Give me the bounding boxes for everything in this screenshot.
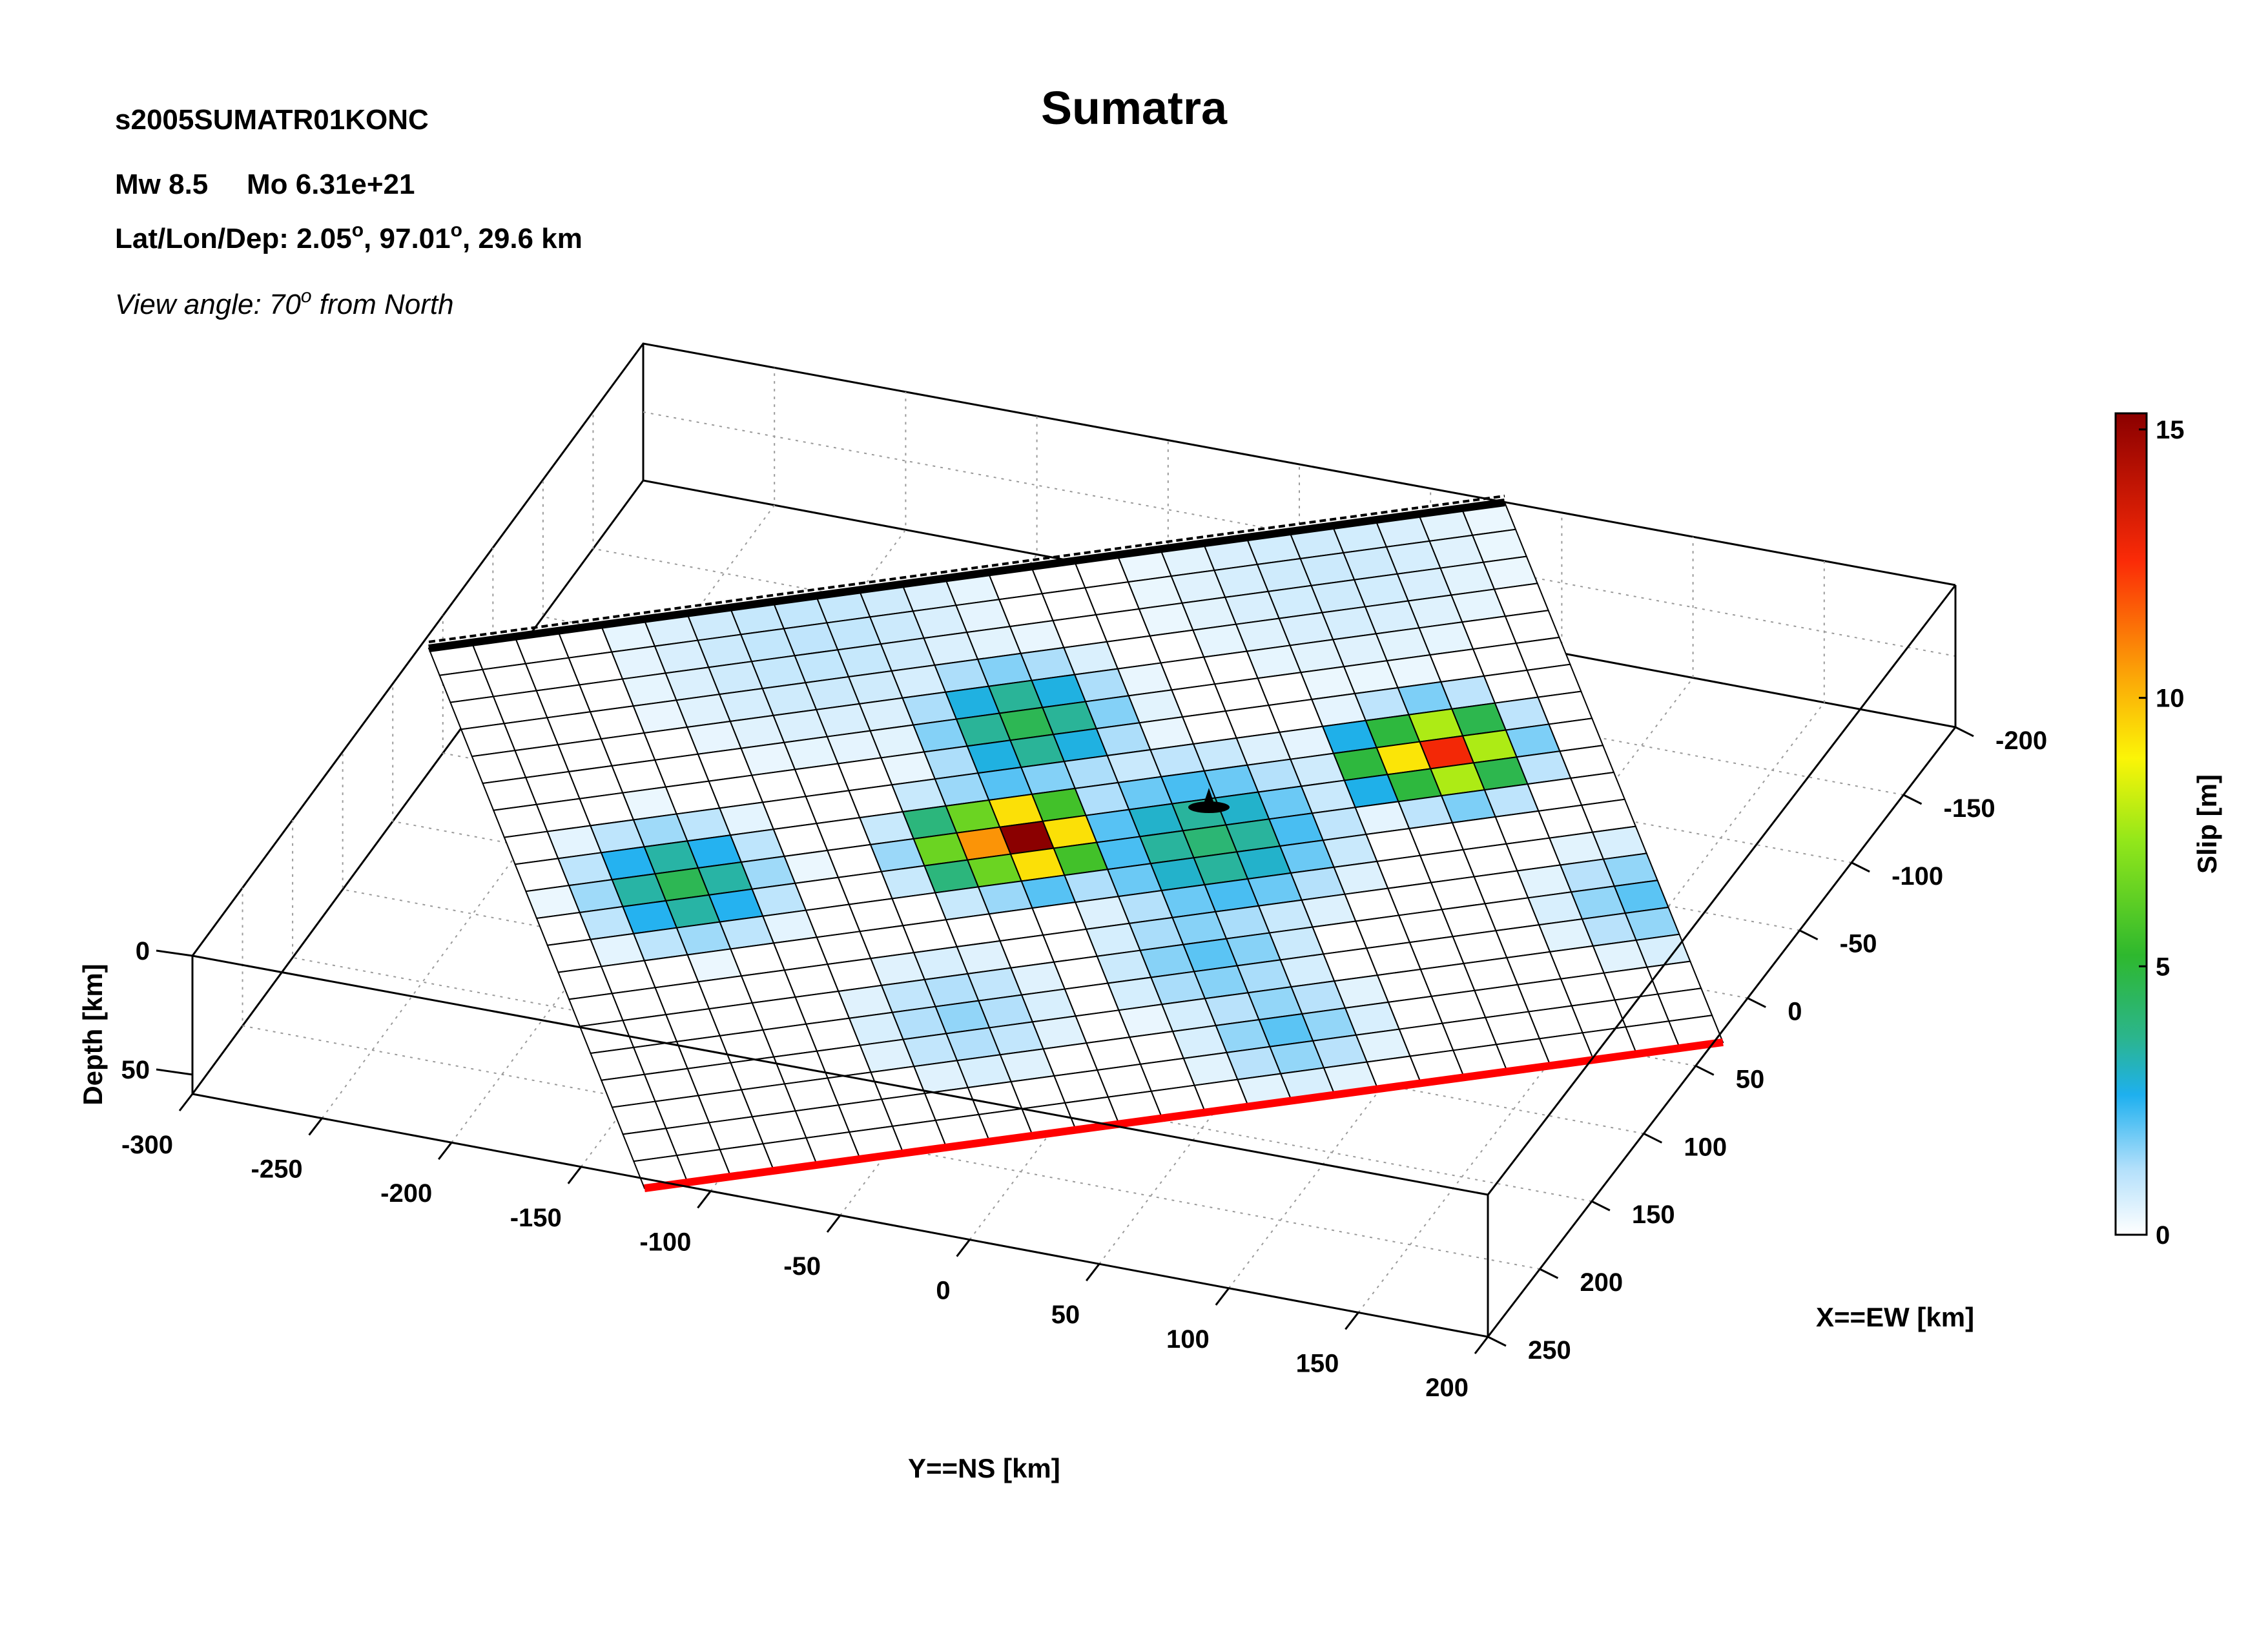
event-id: s2005SUMATR01KONC [115,104,429,136]
x-tick-label: 0 [1788,998,1802,1026]
y-tick-label: 0 [936,1277,950,1305]
colorbar-tick-label: 15 [2156,416,2185,444]
fault-trace-line [644,1038,1724,1192]
x-tick-label: 250 [1528,1336,1571,1365]
x-tick-label: 200 [1580,1268,1623,1297]
y-tick-mark [178,1093,194,1111]
y-tick-mark [1215,1287,1230,1306]
gridline-x [242,887,1540,1270]
gridline-y [321,367,776,1119]
moment-label: Mo 6.31e+21 [247,169,415,200]
y-tick-mark [697,1190,712,1209]
z-tick-label: 50 [121,1056,150,1084]
x-tick-mark [1851,861,1870,873]
y-tick-label: -300 [121,1131,173,1159]
y-tick-label: 100 [1166,1325,1210,1354]
depth-value: 29.6 km [478,223,582,254]
y-tick-label: 150 [1296,1349,1339,1377]
y-tick-label: -100 [639,1228,691,1256]
y-axis-label: Y==NS [km] [908,1453,1060,1483]
colorbar-tick-label: 5 [2156,953,2170,981]
x-axis-ticks: -200 -150 -100 -50 0 50 100 150 200 250 [1487,726,2047,1365]
view-angle-label: View angle: 70o from North [115,285,454,320]
y-tick-label: -250 [251,1155,303,1184]
y-tick-mark [1086,1263,1100,1282]
x-tick-mark [1643,1132,1663,1144]
x-tick-mark [1747,997,1766,1008]
gridline-y [1228,537,1694,1289]
y-tick-mark [826,1215,841,1233]
y-tick-mark [1474,1336,1489,1354]
hypocenter-star [1188,788,1230,813]
x-tick-mark [1487,1335,1507,1347]
y-tick-mark [1345,1312,1359,1330]
x-tick-mark [1902,794,1923,805]
fault-edges [428,495,1724,1192]
degree-mark: o [352,220,364,241]
x-tick-label: -50 [1840,930,1877,958]
y-tick-label: -150 [510,1204,562,1232]
fault-slip-grid [428,501,1724,1190]
x-tick-label: 50 [1736,1065,1765,1093]
magnitude-label: Mw 8.5 [115,169,208,200]
x-tick-mark [1539,1268,1559,1279]
x-tick-label: -200 [1995,727,2047,755]
degree-mark: o [451,220,462,241]
x-tick-mark [1695,1065,1715,1076]
colorbar [2114,412,2148,1236]
x-tick-mark [1591,1200,1611,1212]
y-tick-mark [567,1166,582,1184]
y-tick-mark [956,1239,971,1257]
gridline-y [451,391,907,1143]
colorbar-label: Slip [m] [2192,774,2222,874]
colorbar-tick-label: 10 [2156,685,2185,713]
z-axis-ticks: 0 50 [121,937,193,1084]
y-axis-ticks: -300 -250 -200 -150 -100 -50 0 50 100 150 200 [121,1093,1489,1402]
x-axis-label: X==EW [km] [1816,1302,1974,1332]
y-tick-label: -200 [380,1179,432,1208]
z-axis-label: Depth [km] [77,964,108,1105]
gridline-x [592,411,1904,796]
x-tick-mark [1955,726,1974,737]
fault-top-edge-dashed [428,495,1505,643]
fault-top-edge [428,499,1505,652]
y-tick-mark [308,1117,323,1136]
y-tick-label: 200 [1425,1374,1469,1402]
degree-mark: o [301,285,312,307]
z-tick-label: 0 [136,937,150,965]
z-tick-mark [156,949,193,957]
chart-title: Sumatra [1041,83,1228,134]
y-tick-label: 50 [1051,1301,1080,1329]
y-tick-mark [438,1142,453,1160]
colorbar-tick-label: 0 [2156,1221,2170,1250]
y-tick-label: -50 [783,1252,821,1281]
location-label: Lat/Lon/Dep: 2.05o, 97.01o, 29.6 km [115,220,582,254]
z-tick-mark [156,1068,193,1076]
x-tick-label: -150 [1944,794,1995,823]
x-tick-label: 100 [1684,1133,1727,1161]
x-tick-label: -100 [1892,862,1943,891]
x-tick-label: 150 [1632,1201,1675,1229]
colorbar-ticks: 0 5 10 15 [2139,416,2185,1250]
longitude-value: 97.01 [380,223,451,254]
x-tick-mark [1799,929,1819,941]
